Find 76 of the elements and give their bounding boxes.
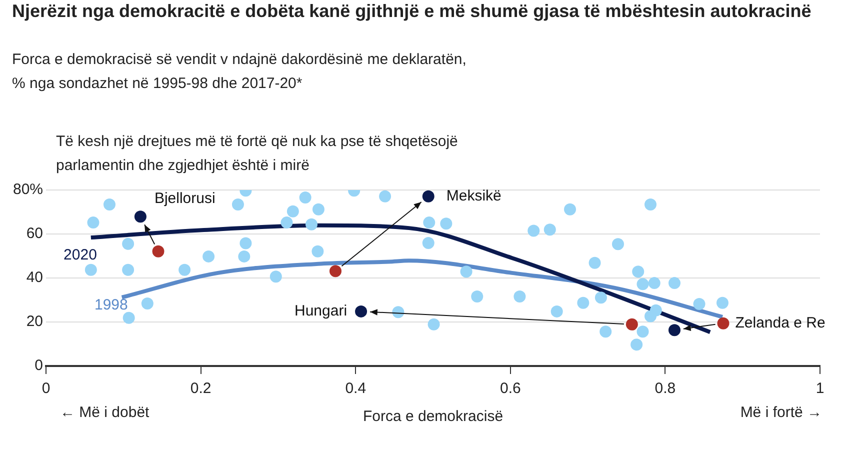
point (240, 237, 252, 250)
point (141, 298, 154, 310)
y-tick-label: 80% (12, 181, 44, 198)
point (122, 238, 134, 250)
point (514, 290, 526, 302)
point (134, 210, 146, 223)
point (329, 265, 342, 278)
point (84, 264, 97, 276)
point (644, 310, 656, 322)
x-tick-label: 0.2 (190, 380, 212, 398)
x-tick-label: 1 (816, 380, 824, 398)
point (600, 326, 612, 338)
point (428, 318, 440, 330)
y-tick-label: 20 (26, 313, 44, 330)
point (87, 216, 100, 229)
point (612, 238, 624, 250)
point (544, 224, 556, 236)
x-tick-label: 0.6 (500, 380, 521, 398)
point (286, 205, 299, 218)
series-label: 1998 (94, 296, 128, 314)
point (422, 190, 434, 202)
annotation: Zelanda e Re (735, 314, 826, 332)
series-label: 2020 (64, 246, 97, 264)
point (422, 237, 434, 250)
point (202, 250, 215, 262)
point (648, 277, 660, 290)
point (270, 270, 282, 283)
point (626, 318, 638, 330)
point (280, 216, 293, 229)
point (636, 278, 649, 290)
point (717, 317, 730, 330)
point (423, 216, 436, 229)
point (716, 296, 728, 309)
chart-subtitle: Forca e demokracisë së vendit v ndajnë dakordësinë me deklaratën, % nga sondazhet në 1995-98 dhe 2017-20* (12, 50, 466, 94)
point (312, 203, 324, 216)
point (630, 338, 643, 351)
point (355, 305, 368, 318)
point (238, 250, 250, 262)
point (299, 191, 312, 204)
y-tick-label: 0 (34, 357, 44, 374)
y-axis-title: Të kesh një drejtues më të fortë që nuk ka pse të shqetësojë parlamentin dhe zgjedhjet është i mirë (56, 132, 458, 176)
point (594, 292, 607, 304)
point (122, 264, 134, 276)
annotation: Meksikë (446, 188, 502, 205)
point (644, 198, 656, 211)
text: Më i fortë → (740, 404, 822, 421)
y-tick-label: 60 (26, 225, 44, 242)
text: ← Më i dobët (60, 404, 150, 421)
point (550, 305, 563, 318)
chart-title: Njerëzit nga demokracitë e dobëta kanë gjithnjë e më shumë gjasa të mbështesin autokracinë (12, 0, 812, 22)
annotation: Bjellorusi (154, 190, 216, 207)
point (122, 312, 135, 324)
point (103, 198, 116, 211)
point (178, 264, 191, 276)
point (632, 266, 644, 278)
point (232, 198, 244, 211)
point (636, 326, 649, 338)
point (588, 256, 601, 269)
x-tick-label: 0.8 (654, 380, 676, 398)
point (379, 190, 392, 202)
x-axis-title: Forca e demokracisë (362, 408, 504, 426)
point (668, 277, 680, 290)
point (471, 290, 484, 302)
point (305, 218, 318, 230)
annotation: Hungari (294, 302, 348, 320)
point (312, 245, 324, 258)
x-tick-label: 0.4 (345, 380, 366, 398)
point (440, 218, 452, 230)
point (152, 245, 164, 258)
point (668, 324, 680, 336)
point (528, 224, 540, 237)
point (577, 296, 590, 309)
point (693, 298, 706, 310)
point (460, 266, 472, 278)
point (564, 203, 576, 216)
y-tick-label: 40 (26, 269, 44, 286)
